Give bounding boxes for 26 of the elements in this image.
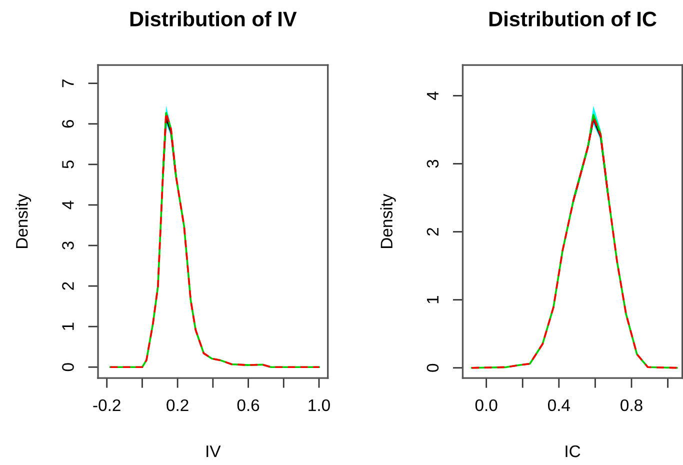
- y-axis-title: Density: [380, 194, 396, 248]
- x-tick-label: 0.0: [475, 399, 498, 412]
- chart-title: Distribution of IV: [130, 11, 297, 26]
- y-tick-label: 4: [426, 92, 438, 100]
- y-tick-label: 5: [62, 160, 74, 168]
- y-tick-label: 1: [62, 322, 74, 330]
- y-tick-label: 2: [62, 282, 74, 290]
- y-tick-label: 2: [426, 228, 438, 236]
- y-tick-label: 3: [62, 242, 74, 250]
- chart-title: Distribution of IC: [489, 11, 656, 26]
- y-tick-label: 0: [426, 364, 439, 372]
- x-axis-title: IC: [566, 445, 580, 458]
- x-tick-label: -0.2: [93, 399, 120, 412]
- x-tick-label: 0.2: [166, 399, 188, 412]
- y-tick-label: 6: [62, 120, 74, 128]
- x-tick-label: 0.6: [237, 399, 260, 412]
- y-tick-label: 0: [62, 363, 74, 372]
- y-tick-label: 7: [62, 80, 74, 88]
- x-tick-label: 0.4: [548, 399, 570, 412]
- y-tick-label: 1: [426, 296, 438, 304]
- y-tick-label: 3: [426, 160, 439, 168]
- x-tick-label: 1.0: [308, 399, 330, 412]
- y-tick-label: 4: [62, 200, 74, 210]
- y-axis-title: Density: [16, 194, 32, 248]
- x-axis-title: IV: [206, 446, 221, 458]
- x-tick-label: 0.8: [620, 399, 642, 412]
